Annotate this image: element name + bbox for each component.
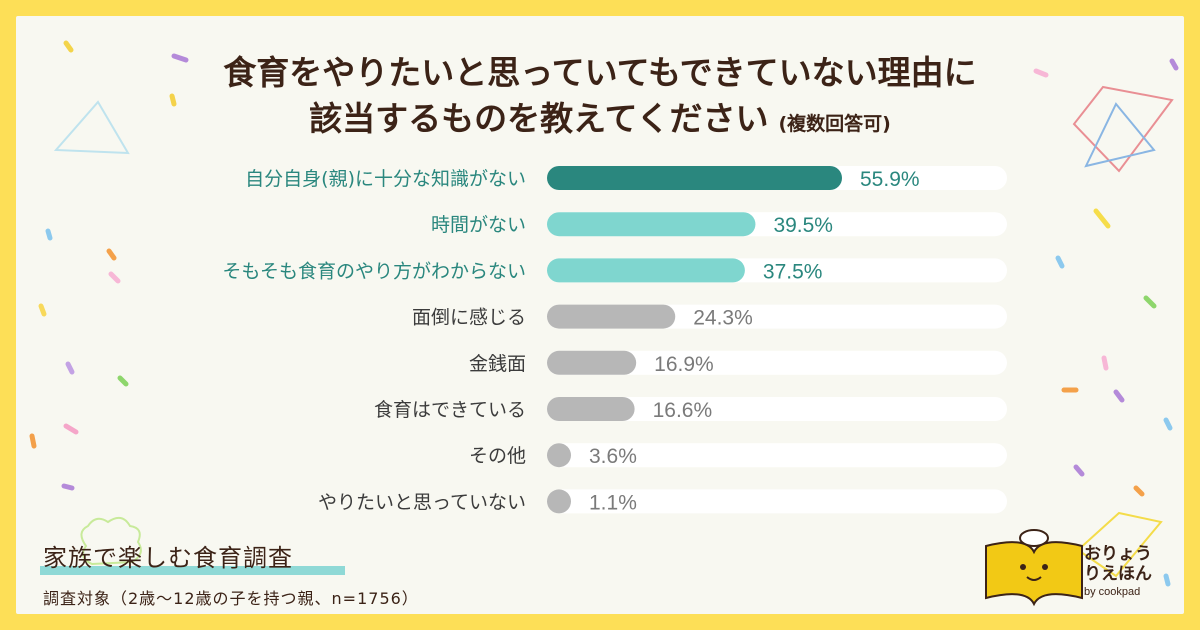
bar-track: [547, 350, 1007, 375]
confetti: [169, 93, 177, 107]
bar: [547, 258, 745, 283]
chart-title-text: 該当するものを教えてください: [309, 99, 769, 138]
category-label: 食育はできている: [374, 399, 526, 421]
confetti: [1073, 464, 1085, 477]
confetti: [1163, 417, 1173, 431]
decor-triangle-blue-right: [1084, 102, 1156, 168]
bar: [547, 166, 842, 190]
category-label: 時間がない: [431, 214, 526, 236]
bar-row: そもそも食育のやり方がわからない 37.5%: [222, 258, 1007, 283]
bar: [547, 212, 756, 237]
value-label: 16.9%: [654, 353, 714, 376]
decorative-confetti: [29, 40, 1179, 587]
infographic-card: 食育をやりたいと思っていてもできていない理由に 該当するものを教えてください (複…: [16, 16, 1184, 614]
category-label: やりたいと思っていない: [318, 491, 526, 513]
confetti: [1033, 68, 1049, 78]
confetti: [29, 433, 37, 449]
confetti: [65, 361, 75, 375]
category-label: 自分自身(親)に十分な知識がない: [245, 168, 526, 190]
confetti: [108, 271, 121, 284]
confetti: [1169, 58, 1179, 71]
confetti: [1143, 295, 1157, 309]
confetti: [106, 248, 117, 261]
decor-triangle-red-right: [1072, 85, 1174, 173]
confetti: [38, 303, 47, 317]
survey-title-underline: [40, 566, 345, 575]
bar-chart: 自分自身(親)に十分な知識がない 55.9% 時間がない 39.5% そもそも食育のやり…: [29, 40, 1179, 607]
chart-title-note: (複数回答可): [778, 113, 891, 135]
confetti: [1055, 255, 1065, 269]
decorative-triangles: [53, 85, 1174, 578]
bar-track: [547, 397, 1007, 421]
confetti: [1163, 573, 1171, 587]
category-label: その他: [469, 445, 526, 467]
ehon-book-mascot-icon: [985, 529, 1083, 607]
value-label: 16.6%: [653, 399, 713, 422]
value-label: 37.5%: [763, 260, 823, 283]
category-label: そもそも食育のやり方がわからない: [222, 260, 526, 282]
bar-row: 時間がない 39.5%: [431, 212, 1007, 237]
confetti: [117, 375, 129, 387]
category-label: 金銭面: [469, 353, 526, 375]
confetti: [63, 423, 79, 435]
value-label: 24.3%: [693, 307, 753, 330]
bar-row: 金銭面 16.9%: [469, 350, 1007, 376]
logo-by-cookpad: by cookpad: [1084, 586, 1141, 598]
confetti: [61, 483, 75, 491]
bar-row: 食育はできている 16.6%: [374, 397, 1007, 422]
bar-row: その他 3.6%: [469, 443, 1007, 468]
bar-row: 自分自身(親)に十分な知識がない 55.9%: [245, 166, 1007, 191]
chart-title-line-2: 該当するものを教えてください (複数回答可): [16, 98, 1184, 145]
value-label: 3.6%: [589, 445, 637, 468]
chart-title-line-1: 食育をやりたいと思っていてもできていない理由に: [223, 53, 977, 92]
bar-track: [547, 443, 1007, 468]
confetti: [1113, 389, 1125, 403]
confetti: [45, 228, 53, 241]
survey-title: 家族で楽しむ食育調査: [43, 544, 293, 572]
confetti: [1093, 208, 1111, 229]
bar-row: やりたいと思っていない 1.1%: [318, 489, 1007, 514]
value-label: 55.9%: [860, 168, 920, 191]
bar-track: [547, 489, 1007, 514]
bar: [547, 304, 676, 329]
decor-cloud-green: [80, 516, 142, 566]
bar-row: 面倒に感じる 24.3%: [412, 304, 1007, 330]
bar-rows: 自分自身(親)に十分な知識がない 55.9% 時間がない 39.5% そもそも食育のやり…: [222, 166, 1007, 514]
value-label: 1.1%: [589, 491, 637, 514]
bar: [547, 397, 635, 421]
bar: [547, 443, 571, 468]
bar: [547, 350, 637, 375]
category-label: 面倒に感じる: [412, 307, 526, 329]
logo-brand-name: おりょうりえほん: [1084, 544, 1152, 583]
survey-target-note: 調査対象（2歳〜12歳の子を持つ親、n=1756）: [43, 589, 419, 608]
confetti: [1133, 485, 1145, 497]
confetti: [63, 40, 74, 53]
decor-triangle-blue-left: [53, 100, 130, 155]
confetti: [171, 53, 189, 63]
value-label: 39.5%: [773, 214, 833, 237]
bar: [547, 489, 571, 514]
decor-triangle-yellow-right: [1076, 511, 1163, 578]
confetti: [1101, 355, 1109, 371]
